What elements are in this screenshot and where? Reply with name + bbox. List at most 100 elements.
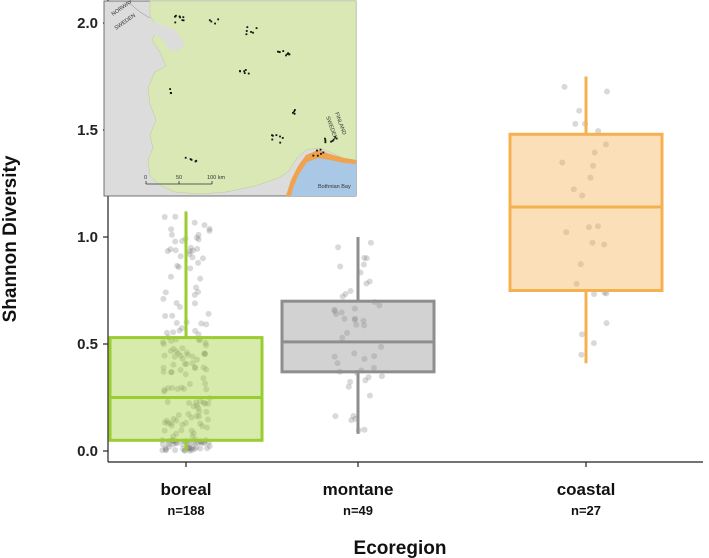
jitter-point: [172, 213, 179, 220]
y-tick-label: 0.0: [77, 443, 98, 460]
jitter-point: [587, 174, 594, 181]
jitter-point: [173, 417, 180, 424]
site-marker: [175, 14, 177, 17]
jitter-point: [177, 253, 184, 260]
site-marker: [189, 158, 192, 161]
map-water-inlet: [150, 20, 185, 52]
jitter-point: [159, 447, 166, 454]
jitter-point: [197, 445, 204, 452]
jitter-point: [189, 360, 196, 367]
site-marker: [170, 92, 173, 95]
jitter-point: [348, 417, 355, 424]
jitter-point: [189, 433, 196, 440]
jitter-point: [360, 261, 367, 268]
jitter-point: [172, 247, 179, 254]
jitter-point: [195, 405, 202, 412]
site-marker: [271, 134, 273, 137]
jitter-point: [206, 225, 213, 232]
site-marker: [335, 137, 338, 140]
scale-label-0: 0: [144, 175, 147, 181]
jitter-point: [203, 321, 210, 328]
jitter-point: [361, 322, 368, 329]
site-marker: [214, 22, 216, 25]
jitter-point: [196, 408, 203, 415]
jitter-point: [197, 398, 204, 405]
jitter-point: [200, 399, 207, 406]
x-tick-label-boreal: boreal: [160, 480, 211, 499]
jitter-point: [168, 226, 175, 233]
jitter-point: [338, 309, 345, 316]
jitter-point: [182, 361, 189, 368]
jitter-point: [170, 433, 177, 440]
jitter-point: [179, 421, 186, 428]
jitter-point: [603, 320, 610, 327]
site-marker: [324, 137, 326, 140]
site-marker: [282, 50, 285, 53]
jitter-point: [190, 430, 197, 437]
jitter-point: [177, 352, 184, 359]
site-marker: [324, 139, 327, 142]
site-marker: [271, 138, 274, 141]
jitter-point: [335, 244, 342, 251]
x-axis-labels: boreal n=188 montane n=49 coastal n=27: [160, 462, 615, 518]
site-marker: [332, 138, 335, 141]
jitter-point: [186, 441, 193, 448]
jitter-point: [191, 300, 198, 307]
jitter-point: [199, 422, 206, 429]
study-sites: [169, 14, 338, 163]
jitter-point: [200, 364, 207, 371]
jitter-point: [196, 413, 203, 420]
site-marker: [169, 88, 172, 90]
jitter-point: [201, 350, 208, 357]
jitter-point: [366, 392, 373, 399]
site-marker: [278, 51, 281, 54]
jitter-point: [184, 351, 191, 358]
jitter-point: [344, 329, 351, 336]
jitter-point: [193, 402, 200, 409]
jitter-point: [161, 386, 168, 393]
jitter-point: [579, 331, 586, 338]
site-marker: [316, 149, 318, 152]
site-marker: [322, 151, 325, 154]
jitter-point: [345, 383, 352, 390]
jitter-point: [361, 355, 368, 362]
jitter-point: [173, 319, 180, 326]
jitter-point: [176, 327, 183, 334]
jitter-point: [353, 321, 360, 328]
jitter-point: [204, 416, 211, 423]
site-marker: [255, 27, 258, 30]
site-marker: [331, 140, 334, 142]
jitter-point: [163, 417, 170, 424]
jitter-point: [177, 366, 184, 373]
jitter-point: [191, 445, 198, 452]
jitter-point: [189, 254, 196, 261]
jitter-point: [165, 441, 172, 448]
jitter-point: [585, 224, 592, 231]
jitter-point: [168, 231, 175, 238]
jitter-point: [192, 364, 199, 371]
jitter-point: [202, 351, 209, 358]
map-land: [147, 0, 357, 195]
site-marker: [252, 31, 254, 34]
y-tick-label: 2.0: [77, 15, 98, 32]
jitter-point: [162, 312, 169, 319]
jitter-point: [186, 251, 193, 258]
jitter-point: [189, 353, 196, 360]
jitter-point: [573, 280, 580, 287]
jitter-point: [193, 399, 200, 406]
jitter-point: [189, 446, 196, 453]
jitter-point: [160, 340, 167, 347]
jitter-point: [376, 302, 383, 309]
jitter-point: [200, 375, 207, 382]
jitter-point: [206, 227, 213, 234]
jitter-point: [182, 371, 189, 378]
jitter-point: [195, 331, 202, 338]
jitter-point: [186, 399, 193, 406]
jitter-point: [201, 222, 208, 229]
jitter-point: [594, 223, 601, 230]
jitter-point: [189, 444, 196, 451]
jitter-point: [173, 299, 180, 306]
jitter-point: [203, 366, 210, 373]
jitter-point: [170, 361, 177, 368]
site-marker: [279, 135, 281, 138]
